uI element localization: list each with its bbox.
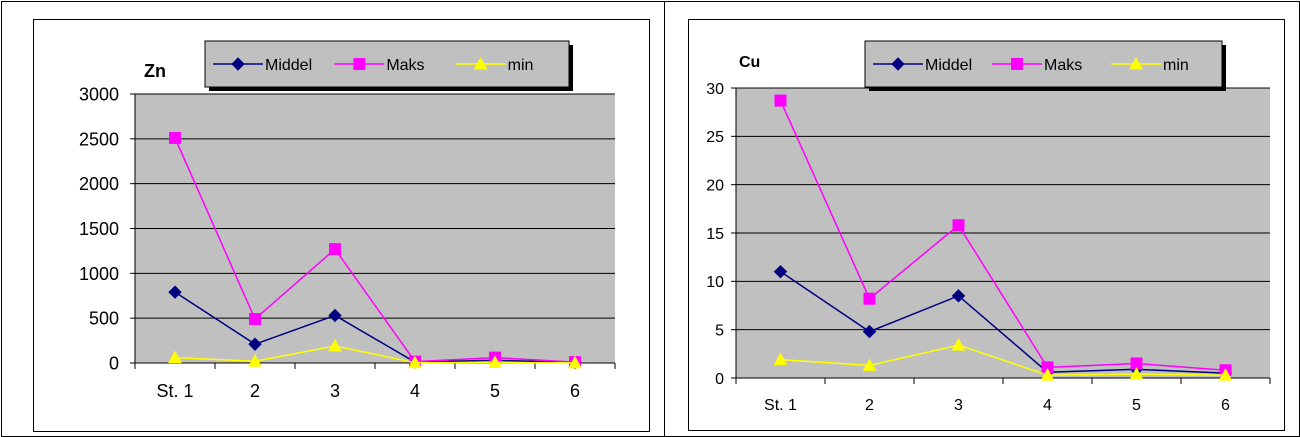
zn-legend: Middel Maks min xyxy=(204,40,573,91)
cu-y-tick-label: 10 xyxy=(706,274,724,291)
zn-chart-title: Zn xyxy=(144,61,166,81)
zn-legend-marker-triangle xyxy=(473,56,488,70)
cu-x-tick-label: 4 xyxy=(1043,397,1052,414)
zn-chart: 0 500 1000 1500 2000 2500 3000 St. 1 2 3 4 5 6 Zn Midd… xyxy=(79,40,616,401)
zn-y-tick-label: 1000 xyxy=(79,264,119,284)
cu-y-tick-label: 30 xyxy=(706,81,724,98)
zn-point-min xyxy=(408,355,422,369)
cu-y-tick-label: 0 xyxy=(715,371,724,388)
zn-point-min xyxy=(568,355,582,369)
cu-point-min xyxy=(1218,368,1233,381)
zn-point-maks xyxy=(169,131,181,144)
cu-point-min xyxy=(1129,367,1144,380)
cu-chart-title: Cu xyxy=(739,54,760,71)
cu-legend-label: Maks xyxy=(1044,57,1082,74)
zn-point-middel xyxy=(328,308,342,323)
cu-x-tick-label: 5 xyxy=(1132,397,1141,414)
zn-point-min xyxy=(168,350,182,364)
zn-legend-entry-middel: Middel xyxy=(213,57,312,74)
zn-point-middel xyxy=(168,285,182,299)
cu-legend-label: Middel xyxy=(925,57,972,74)
zn-line-maks xyxy=(174,137,576,363)
zn-y-tick-label: 0 xyxy=(109,353,119,373)
zn-legend-marker-square xyxy=(353,58,366,70)
cu-point-maks xyxy=(952,219,965,232)
cu-point-min xyxy=(1040,368,1055,381)
zn-legend-entry-maks: Maks xyxy=(334,57,425,74)
zn-point-middel xyxy=(248,337,262,351)
zn-x-tick-label: 4 xyxy=(410,381,420,401)
zn-y-tick-label: 2500 xyxy=(79,129,119,149)
zn-y-tick-label: 1500 xyxy=(79,219,119,239)
zn-point-maks xyxy=(329,243,341,256)
cu-point-min xyxy=(773,352,788,366)
zn-line-middel xyxy=(174,291,576,364)
zn-x-tick-label: 6 xyxy=(570,381,580,401)
cu-chart-area: 0 5 10 15 20 25 30 St. 1 2 3 4 5 6 Cu Middel Maks min xyxy=(688,19,1285,431)
cu-point-min xyxy=(951,338,966,351)
zn-legend-label: min xyxy=(508,57,534,74)
cu-x-tick-label: 3 xyxy=(954,397,963,414)
zn-x-tick-label: 3 xyxy=(330,381,340,401)
cu-legend-marker-triangle xyxy=(1129,56,1143,70)
zn-x-tick-label: 2 xyxy=(250,381,260,401)
zn-legend-box xyxy=(204,40,570,88)
cu-legend-marker-square xyxy=(1011,58,1023,70)
cu-legend-entry-maks: Maks xyxy=(992,57,1082,74)
cu-line-maks xyxy=(779,100,1226,372)
cu-y-tick-label: 15 xyxy=(706,226,724,243)
zn-y-tick-label: 500 xyxy=(89,309,119,329)
cu-legend: Middel Maks min xyxy=(864,40,1226,91)
cu-legend-entry-min: min xyxy=(1111,57,1189,74)
cu-y-tick-label: 25 xyxy=(706,129,724,146)
cu-series-min xyxy=(773,338,1233,381)
cu-point-maks xyxy=(774,94,787,107)
cu-point-middel xyxy=(773,264,788,279)
cu-point-maks xyxy=(863,292,876,305)
zn-x-tick-label: St. 1 xyxy=(156,381,193,401)
zn-x-tick-label: 5 xyxy=(490,381,500,401)
zn-chart-area: 0 500 1000 1500 2000 2500 3000 St. 1 2 3 4 5 6 Zn Midd… xyxy=(33,19,650,432)
zn-point-min xyxy=(328,338,342,352)
zn-series-min xyxy=(168,338,582,369)
zn-legend-entry-min: min xyxy=(455,56,534,74)
zn-point-maks xyxy=(249,313,261,326)
zn-point-min xyxy=(248,354,262,367)
zn-line-min xyxy=(174,345,576,364)
cu-x-tick-label: 6 xyxy=(1221,397,1230,414)
zn-legend-marker-diamond xyxy=(231,57,245,71)
zn-legend-label: Middel xyxy=(265,57,312,74)
cu-line-middel xyxy=(780,271,1226,374)
cu-chart: 0 5 10 15 20 25 30 St. 1 2 3 4 5 6 Cu Middel Maks min xyxy=(706,40,1271,414)
cu-legend-entry-middel: Middel xyxy=(873,57,972,74)
cu-point-min xyxy=(862,358,877,371)
cu-legend-marker-diamond xyxy=(891,57,905,71)
cu-point-middel xyxy=(862,324,877,339)
cu-legend-box xyxy=(864,40,1223,88)
cu-x-tick-label: 2 xyxy=(865,397,874,414)
zn-legend-label: Maks xyxy=(386,57,424,74)
cu-point-middel xyxy=(951,289,966,303)
zn-y-tick-label: 2000 xyxy=(79,174,119,194)
cu-line-min xyxy=(780,344,1226,376)
zn-point-min xyxy=(488,355,502,369)
cu-x-tick-label: St. 1 xyxy=(764,397,797,414)
cu-y-tick-label: 20 xyxy=(706,177,724,194)
cu-y-tick-label: 5 xyxy=(715,322,724,339)
cu-legend-label: min xyxy=(1163,57,1189,74)
zn-y-tick-label: 3000 xyxy=(79,84,119,104)
